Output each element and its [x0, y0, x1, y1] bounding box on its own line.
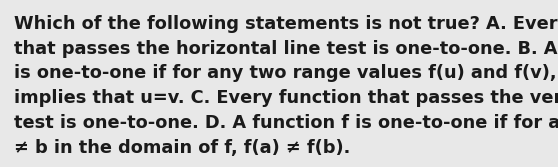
Text: is one-to-one if for any two range values f(u) and f(v), f(u)=f(v): is one-to-one if for any two range value…	[14, 64, 558, 82]
Text: that passes the horizontal line test is one-to-one. B. A function f: that passes the horizontal line test is …	[14, 40, 558, 58]
Text: test is one-to-one. D. A function f is one-to-one if for any values a: test is one-to-one. D. A function f is o…	[14, 114, 558, 132]
Text: ≠ b in the domain of f, f(a) ≠ f(b).: ≠ b in the domain of f, f(a) ≠ f(b).	[14, 139, 350, 157]
Text: Which of the following statements is not true? A. Every function: Which of the following statements is not…	[14, 15, 558, 33]
Text: implies that u=v. C. Every function that passes the vertical line: implies that u=v. C. Every function that…	[14, 89, 558, 107]
